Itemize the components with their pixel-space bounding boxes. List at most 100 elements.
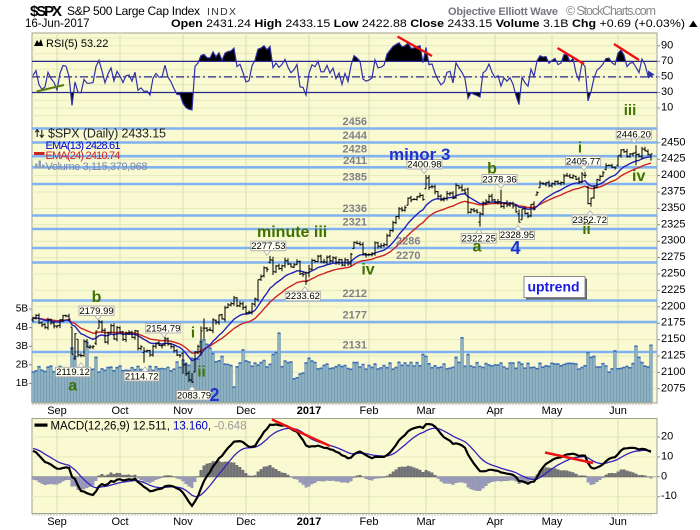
svg-text:May: May	[542, 516, 563, 528]
svg-text:2322.25: 2322.25	[462, 233, 496, 244]
svg-text:2428: 2428	[343, 144, 367, 156]
svg-text:iv: iv	[632, 168, 645, 185]
svg-text:90: 90	[661, 39, 673, 51]
svg-text:3B: 3B	[16, 341, 29, 352]
svg-text:2325: 2325	[661, 218, 685, 230]
svg-text:-10: -10	[661, 490, 677, 502]
svg-text:i: i	[578, 140, 582, 157]
svg-text:2233.62: 2233.62	[286, 291, 320, 302]
svg-text:4B: 4B	[16, 322, 29, 333]
svg-text:2456: 2456	[343, 116, 367, 128]
svg-text:a: a	[473, 239, 482, 256]
svg-text:2411: 2411	[343, 155, 367, 167]
svg-text:2154.79: 2154.79	[146, 323, 180, 334]
svg-text:2075: 2075	[661, 382, 685, 394]
svg-text:2250: 2250	[661, 268, 685, 280]
svg-text:4: 4	[510, 238, 520, 258]
svg-text:Feb: Feb	[360, 405, 379, 417]
svg-text:Apr: Apr	[486, 405, 503, 417]
svg-text:2286: 2286	[396, 236, 420, 248]
svg-text:RSI(5) 53.22: RSI(5) 53.22	[46, 38, 108, 50]
svg-text:2425: 2425	[661, 153, 685, 165]
svg-text:2150: 2150	[661, 333, 685, 345]
svg-text:$SPX: $SPX	[30, 3, 62, 20]
svg-text:Objective Elliott Wave: Objective Elliott Wave	[448, 6, 558, 18]
svg-text:Dec: Dec	[236, 516, 256, 528]
svg-text:2270: 2270	[396, 250, 420, 262]
svg-text:minor 3: minor 3	[389, 145, 450, 164]
svg-text:2352.72: 2352.72	[573, 215, 607, 226]
svg-text:S&P 500 Large Cap Index: S&P 500 Large Cap Index	[67, 4, 200, 18]
svg-text:INDX: INDX	[207, 6, 236, 18]
svg-text:10: 10	[661, 102, 673, 114]
svg-text:30: 30	[661, 86, 673, 98]
svg-text:2083.79: 2083.79	[177, 390, 211, 401]
svg-text:2179.99: 2179.99	[79, 306, 113, 317]
svg-text:2017: 2017	[297, 405, 321, 417]
svg-text:minute iii: minute iii	[257, 224, 327, 241]
svg-text:2375: 2375	[661, 186, 685, 198]
svg-text:2405.77: 2405.77	[566, 156, 600, 167]
svg-text:2277.53: 2277.53	[251, 241, 285, 252]
svg-text:2385: 2385	[343, 172, 367, 184]
svg-text:iv: iv	[361, 262, 374, 279]
svg-text:2225: 2225	[661, 284, 685, 296]
svg-text:a: a	[68, 378, 77, 395]
svg-text:70: 70	[661, 55, 673, 67]
svg-text:2450: 2450	[661, 136, 685, 148]
svg-text:iii: iii	[624, 102, 637, 119]
svg-text:Apr: Apr	[486, 516, 503, 528]
svg-text:2328.95: 2328.95	[500, 230, 534, 241]
svg-text:2400.98: 2400.98	[407, 159, 441, 170]
svg-text:MACD(12,26,9) 12.511, 13.160,: MACD(12,26,9) 12.511, 13.160, -0.648	[51, 421, 247, 433]
svg-text:2321: 2321	[343, 217, 367, 229]
svg-text:Mar: Mar	[417, 405, 436, 417]
svg-text:uptrend: uptrend	[527, 279, 579, 295]
svg-text:Nov: Nov	[173, 516, 193, 528]
svg-text:2350: 2350	[661, 202, 685, 214]
svg-text:2212: 2212	[343, 288, 367, 300]
svg-text:Mar: Mar	[417, 516, 436, 528]
svg-text:2114.72: 2114.72	[125, 371, 159, 382]
svg-text:EMA(13) 2428.61: EMA(13) 2428.61	[46, 140, 121, 152]
svg-text:Sep: Sep	[47, 405, 67, 417]
svg-text:Feb: Feb	[360, 516, 379, 528]
svg-text:i: i	[191, 325, 195, 342]
svg-text:10: 10	[661, 450, 673, 462]
svg-text:b: b	[92, 289, 102, 306]
svg-text:2300: 2300	[661, 235, 685, 247]
svg-text:Open 2431.24 High 2433.15 Low: Open 2431.24 High 2433.15 Low 2422.88 Cl…	[171, 18, 685, 30]
svg-text:2017: 2017	[297, 516, 321, 528]
svg-text:EMA(24) 2410.74: EMA(24) 2410.74	[46, 150, 121, 162]
svg-text:Jun: Jun	[609, 405, 627, 417]
svg-text:Oct: Oct	[111, 405, 128, 417]
svg-text:2125: 2125	[661, 350, 685, 362]
svg-text:2119.12: 2119.12	[56, 367, 90, 378]
svg-text:2B: 2B	[16, 359, 29, 370]
svg-text:2336: 2336	[343, 203, 367, 215]
svg-text:Dec: Dec	[236, 405, 256, 417]
svg-text:5B: 5B	[16, 304, 29, 315]
svg-text:20: 20	[661, 431, 673, 443]
svg-text:2446.20: 2446.20	[617, 129, 651, 140]
svg-text:1B: 1B	[16, 378, 29, 389]
svg-text:2444: 2444	[343, 130, 368, 142]
svg-text:Volume 3,115,379,968: Volume 3,115,379,968	[46, 161, 148, 173]
svg-text:50: 50	[661, 70, 673, 82]
svg-text:0: 0	[661, 470, 667, 482]
svg-text:Oct: Oct	[111, 516, 128, 528]
svg-text:b: b	[487, 161, 497, 178]
svg-text:2175: 2175	[661, 317, 685, 329]
svg-text:2400: 2400	[661, 169, 685, 181]
svg-text:Sep: Sep	[47, 516, 67, 528]
svg-text:© StockCharts.com: © StockCharts.com	[566, 4, 656, 18]
svg-text:2100: 2100	[661, 366, 685, 378]
svg-text:16-Jun-2017: 16-Jun-2017	[25, 18, 90, 30]
svg-text:2378.36: 2378.36	[482, 174, 516, 185]
svg-text:$SPX (Daily) 2433.15: $SPX (Daily) 2433.15	[48, 127, 166, 141]
svg-text:ii: ii	[197, 364, 205, 381]
svg-text:Nov: Nov	[173, 405, 193, 417]
svg-text:ii: ii	[582, 221, 590, 238]
svg-text:2131: 2131	[343, 340, 367, 352]
svg-text:2200: 2200	[661, 300, 685, 312]
